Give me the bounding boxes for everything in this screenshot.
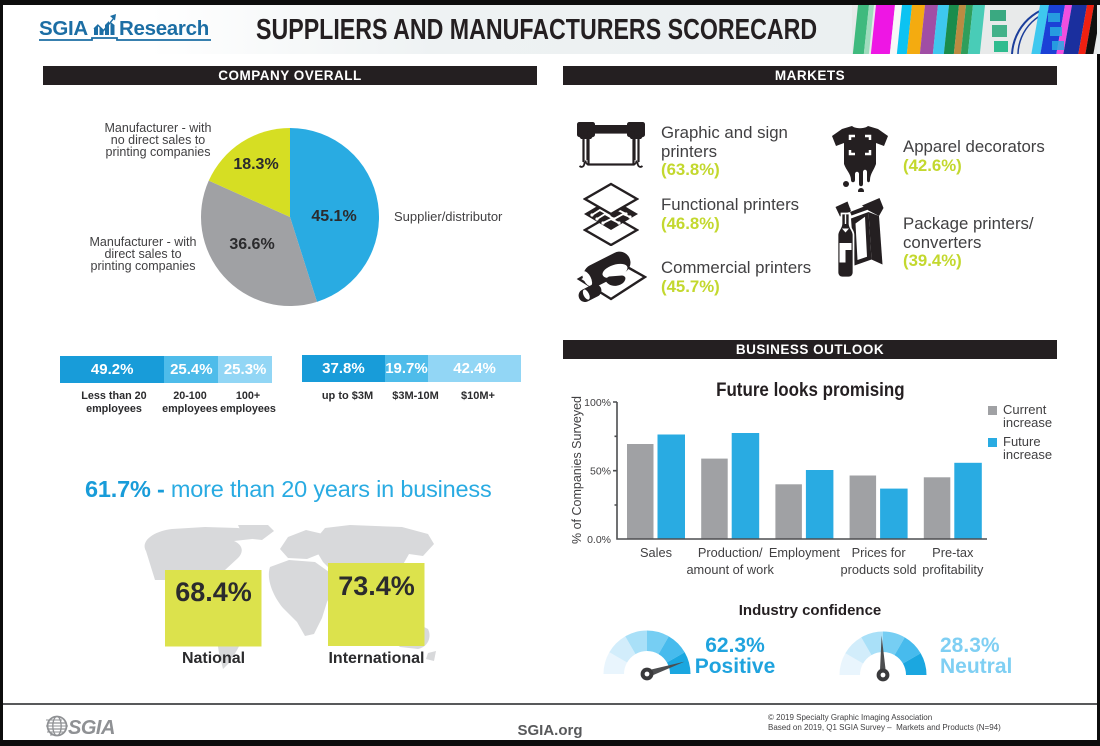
svg-text:100%: 100% xyxy=(584,397,611,409)
svg-text:% of Companies Surveyed: % of Companies Surveyed xyxy=(570,396,584,544)
svg-text:amount of work: amount of work xyxy=(686,562,774,577)
svg-text:Employment: Employment xyxy=(769,545,841,560)
svg-text:Prices for: Prices for xyxy=(852,545,907,560)
svg-text:products sold: products sold xyxy=(841,562,917,577)
svg-text:Current: Current xyxy=(1003,402,1047,417)
svg-text:50%: 50% xyxy=(590,466,611,478)
svg-text:0.0%: 0.0% xyxy=(587,534,611,546)
svg-text:Research: Research xyxy=(119,17,209,40)
svg-text:Production/: Production/ xyxy=(698,545,763,560)
svg-text:Future: Future xyxy=(1003,434,1041,449)
svg-text:SGIA: SGIA xyxy=(39,17,88,40)
svg-text:SGIA: SGIA xyxy=(68,717,115,739)
svg-text:profitability: profitability xyxy=(922,562,984,577)
svg-text:increase: increase xyxy=(1003,447,1052,462)
svg-text:Sales: Sales xyxy=(640,545,672,560)
svg-text:Pre-tax: Pre-tax xyxy=(932,545,974,560)
svg-text:increase: increase xyxy=(1003,415,1052,430)
